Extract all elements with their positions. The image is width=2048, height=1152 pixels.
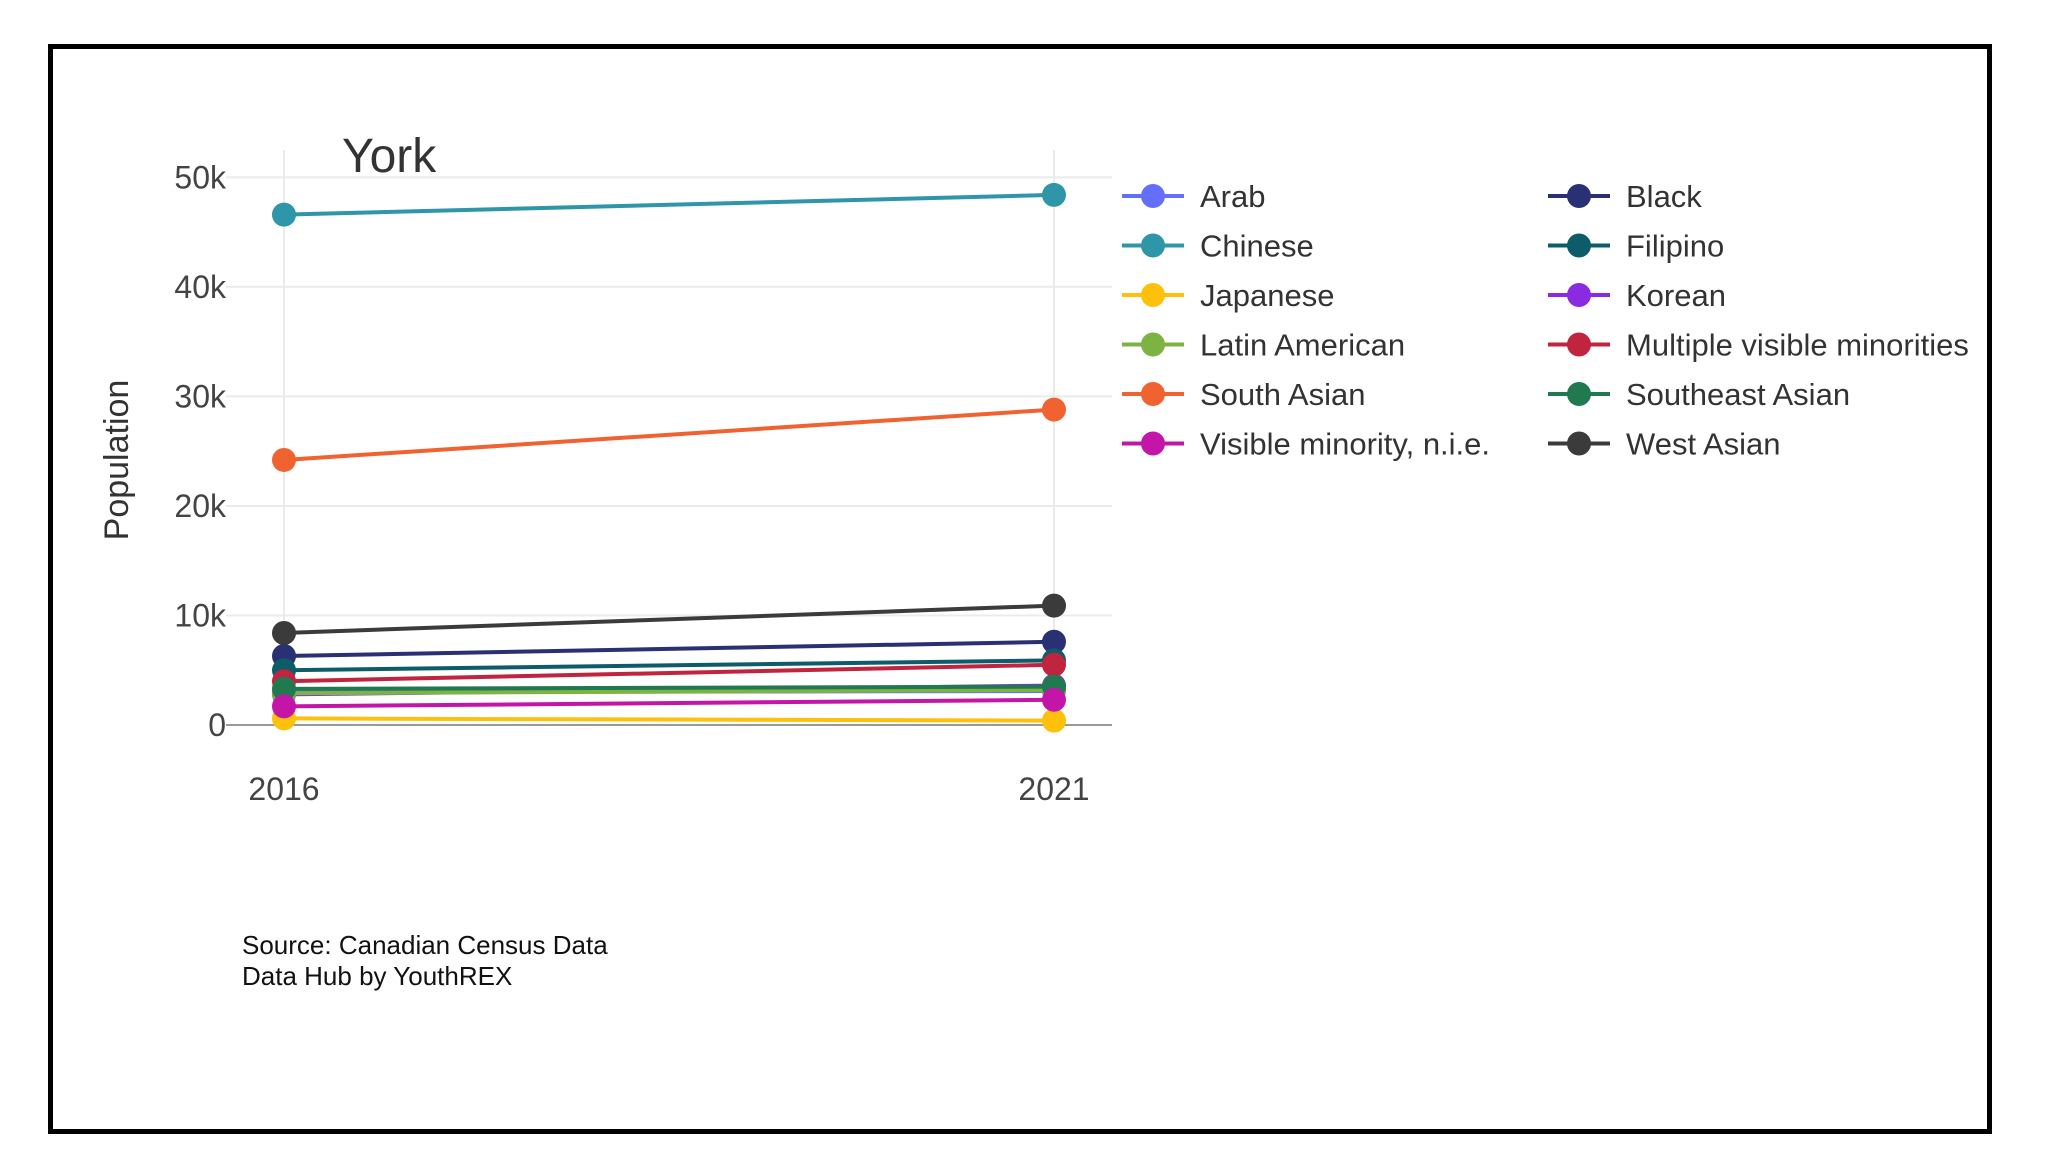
series-line bbox=[283, 716, 1055, 723]
series-line bbox=[283, 603, 1055, 635]
series-line bbox=[283, 639, 1055, 658]
series-line bbox=[283, 684, 1055, 691]
data-point bbox=[1042, 397, 1066, 422]
legend-swatch-marker bbox=[1141, 431, 1165, 456]
chart-frame bbox=[48, 44, 1992, 1134]
data-point bbox=[1042, 687, 1066, 712]
data-point bbox=[1042, 708, 1066, 733]
series-line bbox=[283, 192, 1055, 217]
data-point bbox=[1042, 652, 1066, 677]
data-point bbox=[272, 447, 296, 472]
y-tick-label: 40k bbox=[174, 269, 227, 305]
legend-swatch-marker bbox=[1141, 233, 1165, 258]
y-tick-label: 0 bbox=[208, 707, 226, 743]
source-line-1: Source: Canadian Census Data bbox=[242, 930, 608, 960]
y-tick-label: 30k bbox=[174, 378, 227, 414]
legend-swatch-marker bbox=[1567, 332, 1591, 357]
data-point bbox=[272, 202, 296, 227]
legend-label: Visible minority, n.i.e. bbox=[1200, 427, 1490, 462]
legend-label: Multiple visible minorities bbox=[1626, 328, 1969, 363]
series-line bbox=[283, 658, 1055, 673]
data-point bbox=[1042, 593, 1066, 618]
series-line bbox=[283, 697, 1055, 709]
legend-swatch-marker bbox=[1141, 184, 1165, 208]
series-line bbox=[283, 662, 1055, 684]
legend-swatch-marker bbox=[1141, 382, 1165, 406]
legend-label: Southeast Asian bbox=[1626, 377, 1850, 412]
legend-label: South Asian bbox=[1200, 377, 1365, 412]
legend-swatch-marker bbox=[1567, 431, 1591, 456]
series-line bbox=[283, 407, 1055, 462]
y-tick-label: 10k bbox=[174, 597, 227, 633]
legend-label: Chinese bbox=[1200, 229, 1314, 264]
legend-swatch-marker bbox=[1141, 283, 1165, 307]
legend-label: Japanese bbox=[1200, 278, 1334, 313]
legend-swatch-marker bbox=[1141, 332, 1165, 357]
legend-label: West Asian bbox=[1626, 427, 1781, 462]
legend-label: Black bbox=[1626, 179, 1702, 214]
y-tick-label: 20k bbox=[174, 488, 227, 524]
x-tick-label: 2021 bbox=[1018, 771, 1089, 807]
data-point bbox=[1042, 629, 1066, 654]
chart-title: York bbox=[342, 130, 437, 183]
legend-swatch-marker bbox=[1567, 382, 1591, 406]
legend-swatch-marker bbox=[1567, 184, 1591, 208]
y-axis-title: Population bbox=[98, 380, 136, 541]
data-point bbox=[272, 621, 296, 645]
data-point bbox=[1042, 182, 1066, 207]
legend-label: Arab bbox=[1200, 179, 1265, 214]
legend-swatch-marker bbox=[1567, 233, 1591, 258]
legend-label: Latin American bbox=[1200, 328, 1405, 363]
source-line-2: Data Hub by YouthREX bbox=[242, 961, 513, 991]
series-line bbox=[283, 687, 1055, 696]
y-tick-label: 50k bbox=[174, 159, 227, 195]
legend-label: Filipino bbox=[1626, 229, 1724, 264]
legend-label: Korean bbox=[1626, 278, 1726, 313]
x-tick-label: 2016 bbox=[248, 771, 319, 807]
source-note: Source: Canadian Census Data Data Hub by… bbox=[242, 930, 608, 992]
legend-swatch-marker bbox=[1567, 283, 1591, 307]
data-point bbox=[272, 694, 296, 719]
data-point bbox=[272, 676, 296, 701]
